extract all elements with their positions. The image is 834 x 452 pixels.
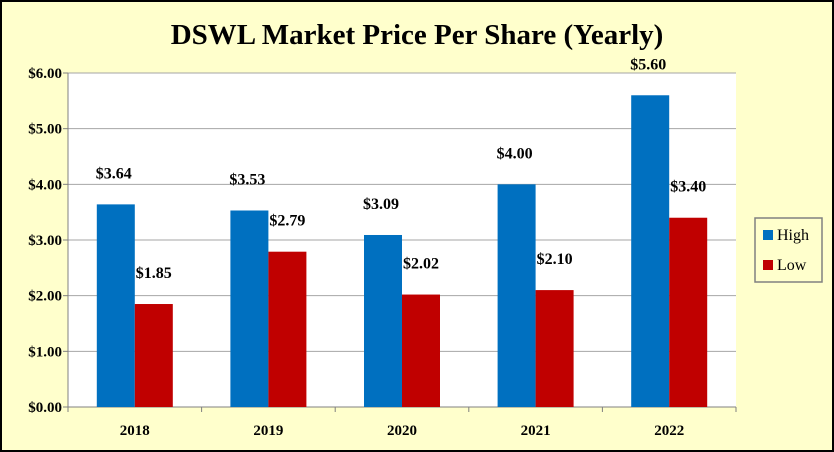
legend-swatch-high [763, 230, 773, 240]
bar-high-2019 [230, 210, 269, 407]
data-label-low-2021: $2.10 [537, 251, 573, 268]
legend-label-low: Low [777, 257, 807, 274]
x-tick-label: 2020 [387, 423, 417, 439]
data-label-low-2022: $3.40 [670, 179, 706, 196]
y-tick-label: $1.00 [28, 344, 62, 360]
y-tick-label: $3.00 [28, 233, 62, 249]
data-label-high-2018: $3.64 [96, 165, 132, 182]
bar-high-2020 [364, 234, 402, 407]
data-label-low-2020: $2.02 [403, 256, 439, 273]
bar-low-2019 [268, 251, 307, 407]
bar-high-2022 [631, 95, 670, 408]
legend-label-high: High [777, 227, 809, 244]
legend-swatch-low [763, 260, 773, 270]
y-tick-label: $5.00 [28, 122, 62, 138]
x-tick-label: 2019 [253, 423, 283, 439]
y-tick-label: $0.00 [28, 400, 62, 416]
data-label-low-2018: $1.85 [136, 265, 172, 282]
bars [96, 95, 708, 408]
y-tick-label: $6.00 [28, 66, 62, 82]
data-labels: $3.64 $1.85 $3.53 $2.79 $3.09 $2.02 $4.00 $2.10… [96, 56, 706, 282]
bar-low-2018 [134, 304, 173, 407]
data-label-high-2021: $4.00 [497, 145, 533, 162]
bar-low-2022 [669, 217, 708, 407]
legend: High Low [754, 217, 823, 283]
data-label-low-2019: $2.79 [269, 213, 305, 230]
x-tick-label: 2022 [654, 423, 684, 439]
legend-box [754, 217, 823, 283]
bar-high-2021 [497, 184, 536, 407]
y-tick-label: $2.00 [28, 289, 62, 305]
bar-low-2020 [402, 294, 440, 407]
bar-high-2018 [96, 204, 135, 407]
data-label-high-2019: $3.53 [229, 171, 265, 188]
x-tick-label: 2018 [120, 423, 150, 439]
bar-low-2021 [535, 290, 574, 407]
data-label-high-2020: $3.09 [363, 196, 399, 213]
data-label-high-2022: $5.60 [630, 56, 666, 73]
x-tick-label: 2021 [521, 423, 551, 439]
y-tick-label: $4.00 [28, 177, 62, 193]
chart-title: DSWL Market Price Per Share (Yearly) [171, 19, 664, 51]
